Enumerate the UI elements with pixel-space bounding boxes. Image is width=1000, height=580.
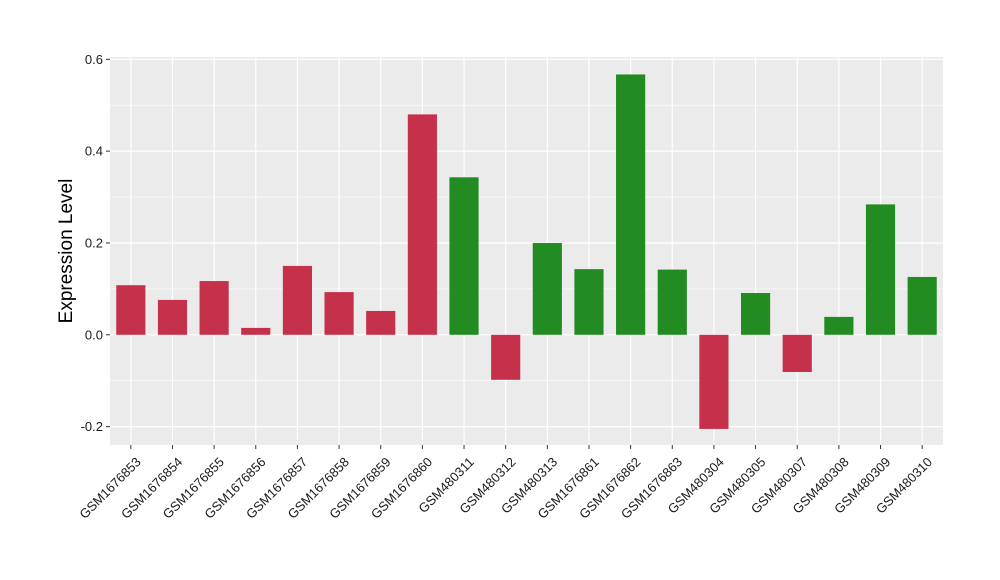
bar-GSM480307 <box>782 334 812 372</box>
y-tick-label: 0.2 <box>85 235 103 250</box>
y-tick-label: 0.4 <box>85 144 103 159</box>
y-tick-label: 0.0 <box>85 327 103 342</box>
plot-panel <box>110 57 943 445</box>
bar-GSM480309 <box>865 204 896 335</box>
y-axis-title: Expression Level <box>56 179 77 324</box>
bar-GSM480304 <box>699 334 729 429</box>
bars <box>116 74 937 429</box>
x-axis: GSM1676853GSM1676854GSM1676855GSM1676856… <box>76 445 935 522</box>
bar-GSM1676853 <box>116 285 146 335</box>
bar-GSM480310 <box>907 276 937 335</box>
bar-GSM1676862 <box>616 74 646 335</box>
bar-GSM1676854 <box>157 299 188 335</box>
bar-GSM480313 <box>532 242 562 335</box>
bar-GSM480305 <box>740 293 771 335</box>
bar-GSM1676857 <box>282 265 313 335</box>
y-tick-label: -0.2 <box>81 419 103 434</box>
bar-GSM1676858 <box>324 292 354 335</box>
y-tick-label: 0.6 <box>85 52 103 67</box>
bar-GSM1676863 <box>657 269 687 335</box>
bar-GSM1676859 <box>366 310 396 335</box>
bar-GSM1676855 <box>199 281 229 335</box>
bar-GSM1676861 <box>574 269 604 335</box>
bar-GSM480312 <box>491 334 521 380</box>
bar-GSM480308 <box>824 316 854 335</box>
bar-GSM1676856 <box>241 327 271 335</box>
bar-GSM480311 <box>449 177 479 335</box>
minor-gridlines <box>110 104 943 382</box>
y-axis: -0.2 0.0 0.2 0.4 0.6 <box>81 52 110 434</box>
bar-GSM1676860 <box>407 114 437 335</box>
